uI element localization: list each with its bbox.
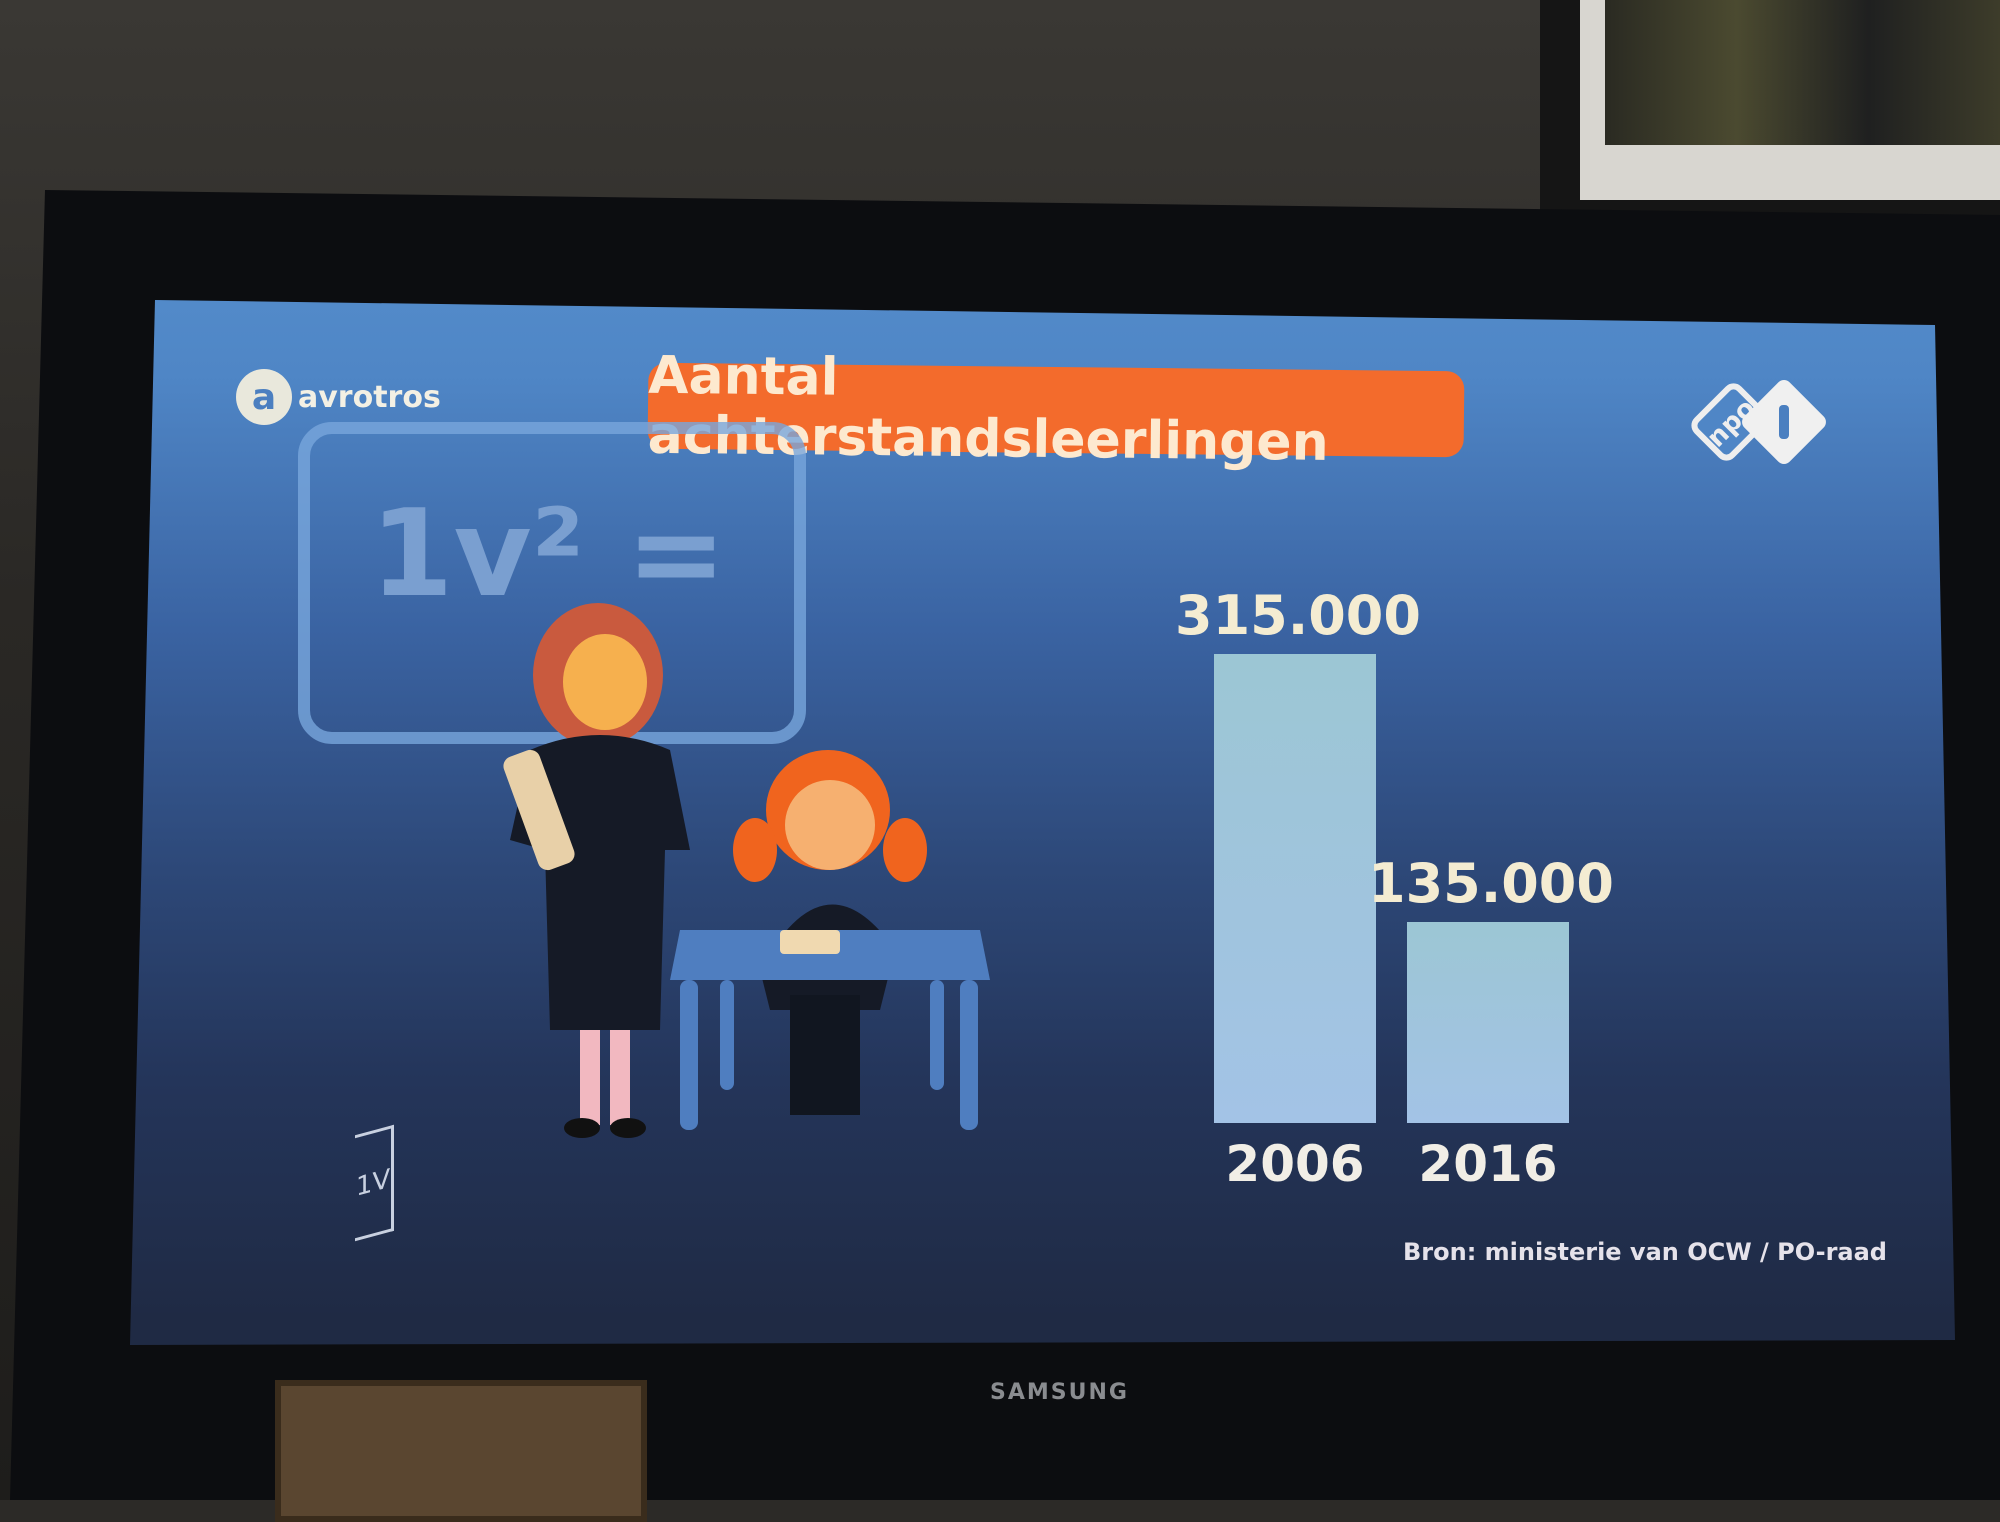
source-note: Bron: ministerie van OCW / PO-raad [1403,1238,1887,1266]
npo1-logo-icon: npo [1691,380,1826,464]
category-label: 2006 [1225,1135,1365,1193]
avrotros-logo-icon: a [236,369,292,425]
bar-2016 [1407,922,1569,1123]
chalkboard-formula: 1v² = [370,485,727,624]
teacher-figure [503,603,690,1138]
bar-2006 [1214,654,1376,1123]
avrotros-logo-text: avrotros [298,379,441,415]
picture-frame-bottom [275,1380,647,1522]
tv-brand-logo: SAMSUNG [990,1380,1129,1405]
desk [670,930,990,1130]
chalkboard [298,422,806,744]
corner-mark: 1V [355,1124,394,1242]
classroom-illustration: 1v² = [298,422,990,1138]
data-label: 135.000 [1368,852,1614,915]
wall-picture-frame [1540,0,2000,220]
category-label: 2016 [1418,1135,1558,1193]
avrotros-logo: a avrotros [236,367,441,427]
data-label: 315.000 [1175,584,1421,647]
